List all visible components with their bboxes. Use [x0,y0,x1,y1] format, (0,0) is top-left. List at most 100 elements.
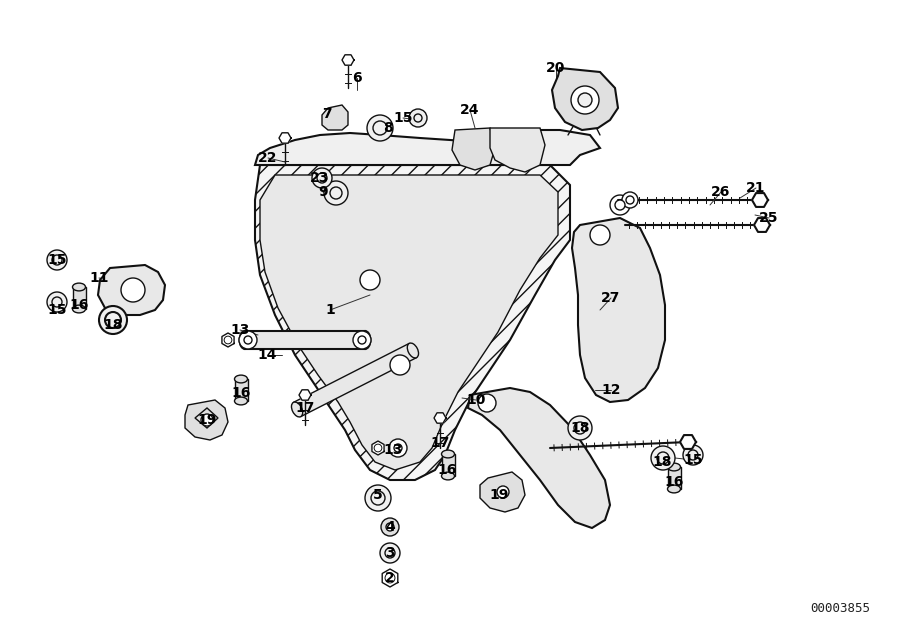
Circle shape [385,573,395,583]
Circle shape [52,255,62,265]
Polygon shape [752,193,768,207]
Polygon shape [255,165,570,480]
Circle shape [389,439,407,457]
Polygon shape [680,435,696,449]
Text: 15: 15 [393,111,413,125]
Polygon shape [552,68,618,130]
Circle shape [224,336,232,344]
Circle shape [374,444,382,452]
Text: 13: 13 [383,443,402,457]
Text: 2: 2 [385,571,395,585]
Ellipse shape [408,343,418,358]
Circle shape [381,518,399,536]
Polygon shape [342,55,354,65]
Text: 15: 15 [47,253,67,267]
Text: 7: 7 [322,107,332,121]
Polygon shape [668,467,680,489]
Polygon shape [480,472,525,512]
Text: 23: 23 [310,171,329,185]
Text: 25: 25 [760,211,778,225]
Text: 16: 16 [69,298,89,312]
Polygon shape [235,379,248,401]
Ellipse shape [292,402,302,417]
Polygon shape [245,331,365,349]
Text: 19: 19 [197,413,217,427]
Ellipse shape [235,397,248,405]
Ellipse shape [668,463,680,471]
Circle shape [390,355,410,375]
Text: 12: 12 [601,383,621,397]
Text: 15: 15 [47,303,67,317]
Circle shape [578,93,592,107]
Ellipse shape [235,375,248,383]
Polygon shape [222,333,234,347]
Circle shape [622,192,638,208]
Polygon shape [195,408,218,428]
Circle shape [47,292,67,312]
Polygon shape [372,441,384,455]
Polygon shape [322,105,348,130]
Text: 24: 24 [460,103,480,117]
Polygon shape [490,128,545,172]
Text: 11: 11 [89,271,109,285]
Circle shape [380,543,400,563]
Text: 3: 3 [385,546,395,560]
Text: 10: 10 [466,393,486,407]
Polygon shape [98,265,165,315]
Polygon shape [754,218,770,232]
Polygon shape [279,133,291,144]
Circle shape [688,450,698,460]
Text: 16: 16 [437,463,456,477]
Circle shape [47,250,67,270]
Circle shape [497,486,509,498]
Circle shape [615,200,625,210]
Circle shape [360,270,380,290]
Ellipse shape [360,331,371,349]
Text: 5: 5 [374,488,382,502]
Circle shape [414,114,422,122]
Circle shape [121,278,145,302]
Polygon shape [434,413,446,423]
Ellipse shape [668,485,680,493]
Text: 20: 20 [546,61,566,75]
Polygon shape [299,390,311,400]
Polygon shape [255,130,600,165]
Circle shape [358,336,366,344]
Text: 00003855: 00003855 [810,601,870,615]
Polygon shape [73,287,86,309]
Polygon shape [260,175,558,470]
Circle shape [373,121,387,135]
Circle shape [317,173,327,183]
Polygon shape [442,454,454,476]
Text: 18: 18 [104,318,122,332]
Circle shape [371,491,385,505]
Text: 9: 9 [319,185,328,199]
Circle shape [201,414,213,426]
Circle shape [105,312,121,328]
Polygon shape [452,128,495,170]
Text: 17: 17 [430,436,450,450]
Text: 18: 18 [571,421,590,435]
Text: 17: 17 [295,401,315,415]
Text: 22: 22 [258,151,278,165]
Circle shape [626,196,634,204]
Polygon shape [185,400,228,440]
Circle shape [385,548,395,558]
Circle shape [312,168,332,188]
Circle shape [99,306,127,334]
Polygon shape [293,344,417,417]
Circle shape [394,444,402,452]
Circle shape [386,523,394,531]
Polygon shape [382,569,398,587]
Circle shape [353,331,371,349]
Ellipse shape [73,283,86,291]
Ellipse shape [442,450,454,458]
Text: 16: 16 [231,386,251,400]
Text: 8: 8 [383,121,393,135]
Text: 1: 1 [325,303,335,317]
Circle shape [590,225,610,245]
Circle shape [239,331,257,349]
Circle shape [52,297,62,307]
Ellipse shape [239,331,250,349]
Circle shape [657,452,669,464]
